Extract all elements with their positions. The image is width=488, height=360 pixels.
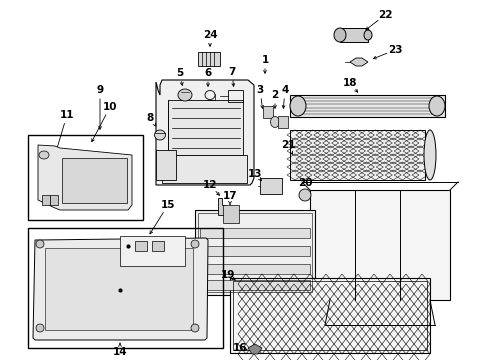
Bar xyxy=(232,281,426,350)
Text: 3: 3 xyxy=(256,85,263,95)
Text: 5: 5 xyxy=(176,68,183,78)
Ellipse shape xyxy=(270,117,279,127)
Bar xyxy=(168,100,243,155)
Text: 19: 19 xyxy=(221,270,235,280)
Bar xyxy=(28,135,142,220)
Ellipse shape xyxy=(289,96,305,116)
Bar xyxy=(28,228,223,348)
Text: 6: 6 xyxy=(204,68,211,78)
Text: 21: 21 xyxy=(280,140,295,150)
Text: 2: 2 xyxy=(271,90,278,100)
Text: 15: 15 xyxy=(161,200,175,210)
Text: 13: 13 xyxy=(247,169,262,179)
Text: 18: 18 xyxy=(342,78,357,88)
Bar xyxy=(120,236,184,266)
Bar xyxy=(289,95,444,117)
Ellipse shape xyxy=(178,89,192,101)
Text: 11: 11 xyxy=(60,110,74,120)
Bar xyxy=(198,52,220,66)
Text: 23: 23 xyxy=(387,45,402,55)
Text: 20: 20 xyxy=(297,178,312,188)
Bar xyxy=(135,241,147,251)
Text: 4: 4 xyxy=(281,85,288,95)
Text: 1: 1 xyxy=(261,55,268,65)
Text: 10: 10 xyxy=(102,102,117,112)
Bar xyxy=(200,228,309,238)
Text: 24: 24 xyxy=(202,30,217,40)
Polygon shape xyxy=(156,80,253,185)
Bar xyxy=(200,246,309,256)
Bar xyxy=(229,278,429,353)
Text: 12: 12 xyxy=(203,180,217,190)
Ellipse shape xyxy=(333,28,346,42)
Bar xyxy=(45,248,193,330)
Bar xyxy=(227,90,243,102)
Polygon shape xyxy=(349,58,367,66)
Text: 8: 8 xyxy=(146,113,153,123)
Bar xyxy=(42,195,50,205)
Text: 16: 16 xyxy=(232,343,247,353)
Ellipse shape xyxy=(39,151,49,159)
Ellipse shape xyxy=(298,189,310,201)
Bar xyxy=(198,213,311,292)
Bar xyxy=(62,158,127,203)
Bar xyxy=(195,210,314,295)
Bar xyxy=(309,190,449,300)
Bar xyxy=(152,241,163,251)
Bar xyxy=(156,150,176,180)
Bar xyxy=(278,116,287,128)
Ellipse shape xyxy=(191,324,199,332)
Ellipse shape xyxy=(423,130,435,180)
Bar xyxy=(260,178,282,194)
Text: 17: 17 xyxy=(222,191,237,201)
Text: 14: 14 xyxy=(112,347,127,357)
Ellipse shape xyxy=(154,130,165,140)
Polygon shape xyxy=(218,198,229,215)
Ellipse shape xyxy=(36,240,44,248)
Polygon shape xyxy=(38,145,132,210)
Polygon shape xyxy=(33,238,207,340)
Bar xyxy=(263,106,272,118)
Ellipse shape xyxy=(428,96,444,116)
Ellipse shape xyxy=(191,240,199,248)
Bar xyxy=(50,195,58,205)
Text: 22: 22 xyxy=(377,10,391,20)
Bar xyxy=(162,155,246,183)
Text: 7: 7 xyxy=(228,67,235,77)
Polygon shape xyxy=(247,344,262,354)
Bar xyxy=(289,130,424,180)
Bar xyxy=(200,280,309,290)
Bar xyxy=(200,264,309,274)
Bar xyxy=(339,28,367,42)
Ellipse shape xyxy=(36,324,44,332)
Text: 9: 9 xyxy=(96,85,103,95)
Ellipse shape xyxy=(363,30,371,40)
Bar xyxy=(223,205,239,223)
